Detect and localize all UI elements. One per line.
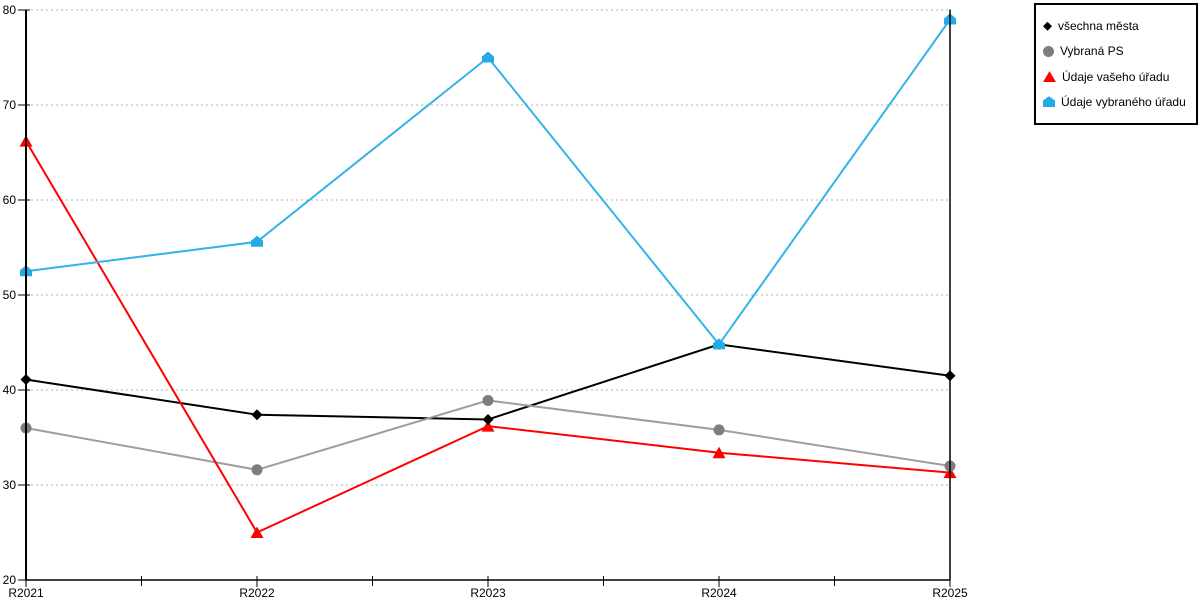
x-tick-label: R2023: [470, 586, 506, 600]
triangle-marker-icon: [250, 526, 264, 538]
circle-marker-icon: [482, 394, 494, 406]
house-marker-icon: [713, 338, 725, 350]
legend-item-udaje-vaseho-uradu: Údaje vašeho úřadu: [1043, 70, 1192, 84]
legend-label: Vybraná PS: [1060, 44, 1124, 59]
legend-label: Údaje vybraného úřadu: [1061, 94, 1186, 109]
legend-item-vybrana-ps: Vybraná PS: [1043, 44, 1192, 58]
y-tick-label: 30: [3, 478, 17, 492]
circle-marker-icon: [251, 464, 263, 476]
series-markers: [19, 13, 957, 538]
series-line: [25, 18, 951, 347]
y-tick-label: 70: [3, 98, 17, 112]
legend-item-udaje-vybraneho-uradu: Údaje vybraného úřadu: [1043, 95, 1192, 109]
y-axis: 20 30 40 50 60 70 80: [3, 3, 30, 587]
circle-marker-icon: [1043, 45, 1054, 57]
x-axis: R2021 R2022 R2023 R2024 R2025: [8, 576, 968, 600]
house-marker-icon: [1043, 96, 1055, 108]
x-tick-label: R2021: [8, 586, 44, 600]
triangle-marker-icon: [1043, 71, 1056, 83]
x-tick-label: R2025: [932, 586, 968, 600]
series-lines: [25, 18, 951, 534]
gridlines: [26, 9, 950, 486]
legend-label: Údaje vašeho úřadu: [1062, 69, 1170, 84]
y-tick-label: 20: [3, 573, 17, 587]
x-tick-label: R2024: [701, 586, 737, 600]
legend: všechna města Vybraná PS Údaje vašeho úř…: [1034, 3, 1198, 125]
triangle-marker-icon: [712, 446, 726, 459]
y-tick-label: 40: [3, 383, 17, 397]
circle-marker-icon: [713, 424, 725, 436]
legend-item-vsechna-mesta: všechna města: [1043, 19, 1192, 33]
triangle-marker-icon: [481, 420, 495, 432]
house-marker-icon: [251, 235, 263, 247]
series-line: [25, 343, 951, 421]
diamond-marker-icon: [251, 409, 263, 421]
legend-label: všechna města: [1058, 19, 1139, 34]
y-tick-label: 80: [3, 3, 17, 17]
series-line: [25, 399, 951, 471]
diamond-marker-icon: [482, 413, 494, 425]
diamond-marker-icon: [1043, 21, 1052, 31]
y-tick-label: 50: [3, 288, 17, 302]
house-marker-icon: [482, 51, 494, 63]
y-tick-label: 60: [3, 193, 17, 207]
x-tick-label: R2022: [239, 586, 275, 600]
